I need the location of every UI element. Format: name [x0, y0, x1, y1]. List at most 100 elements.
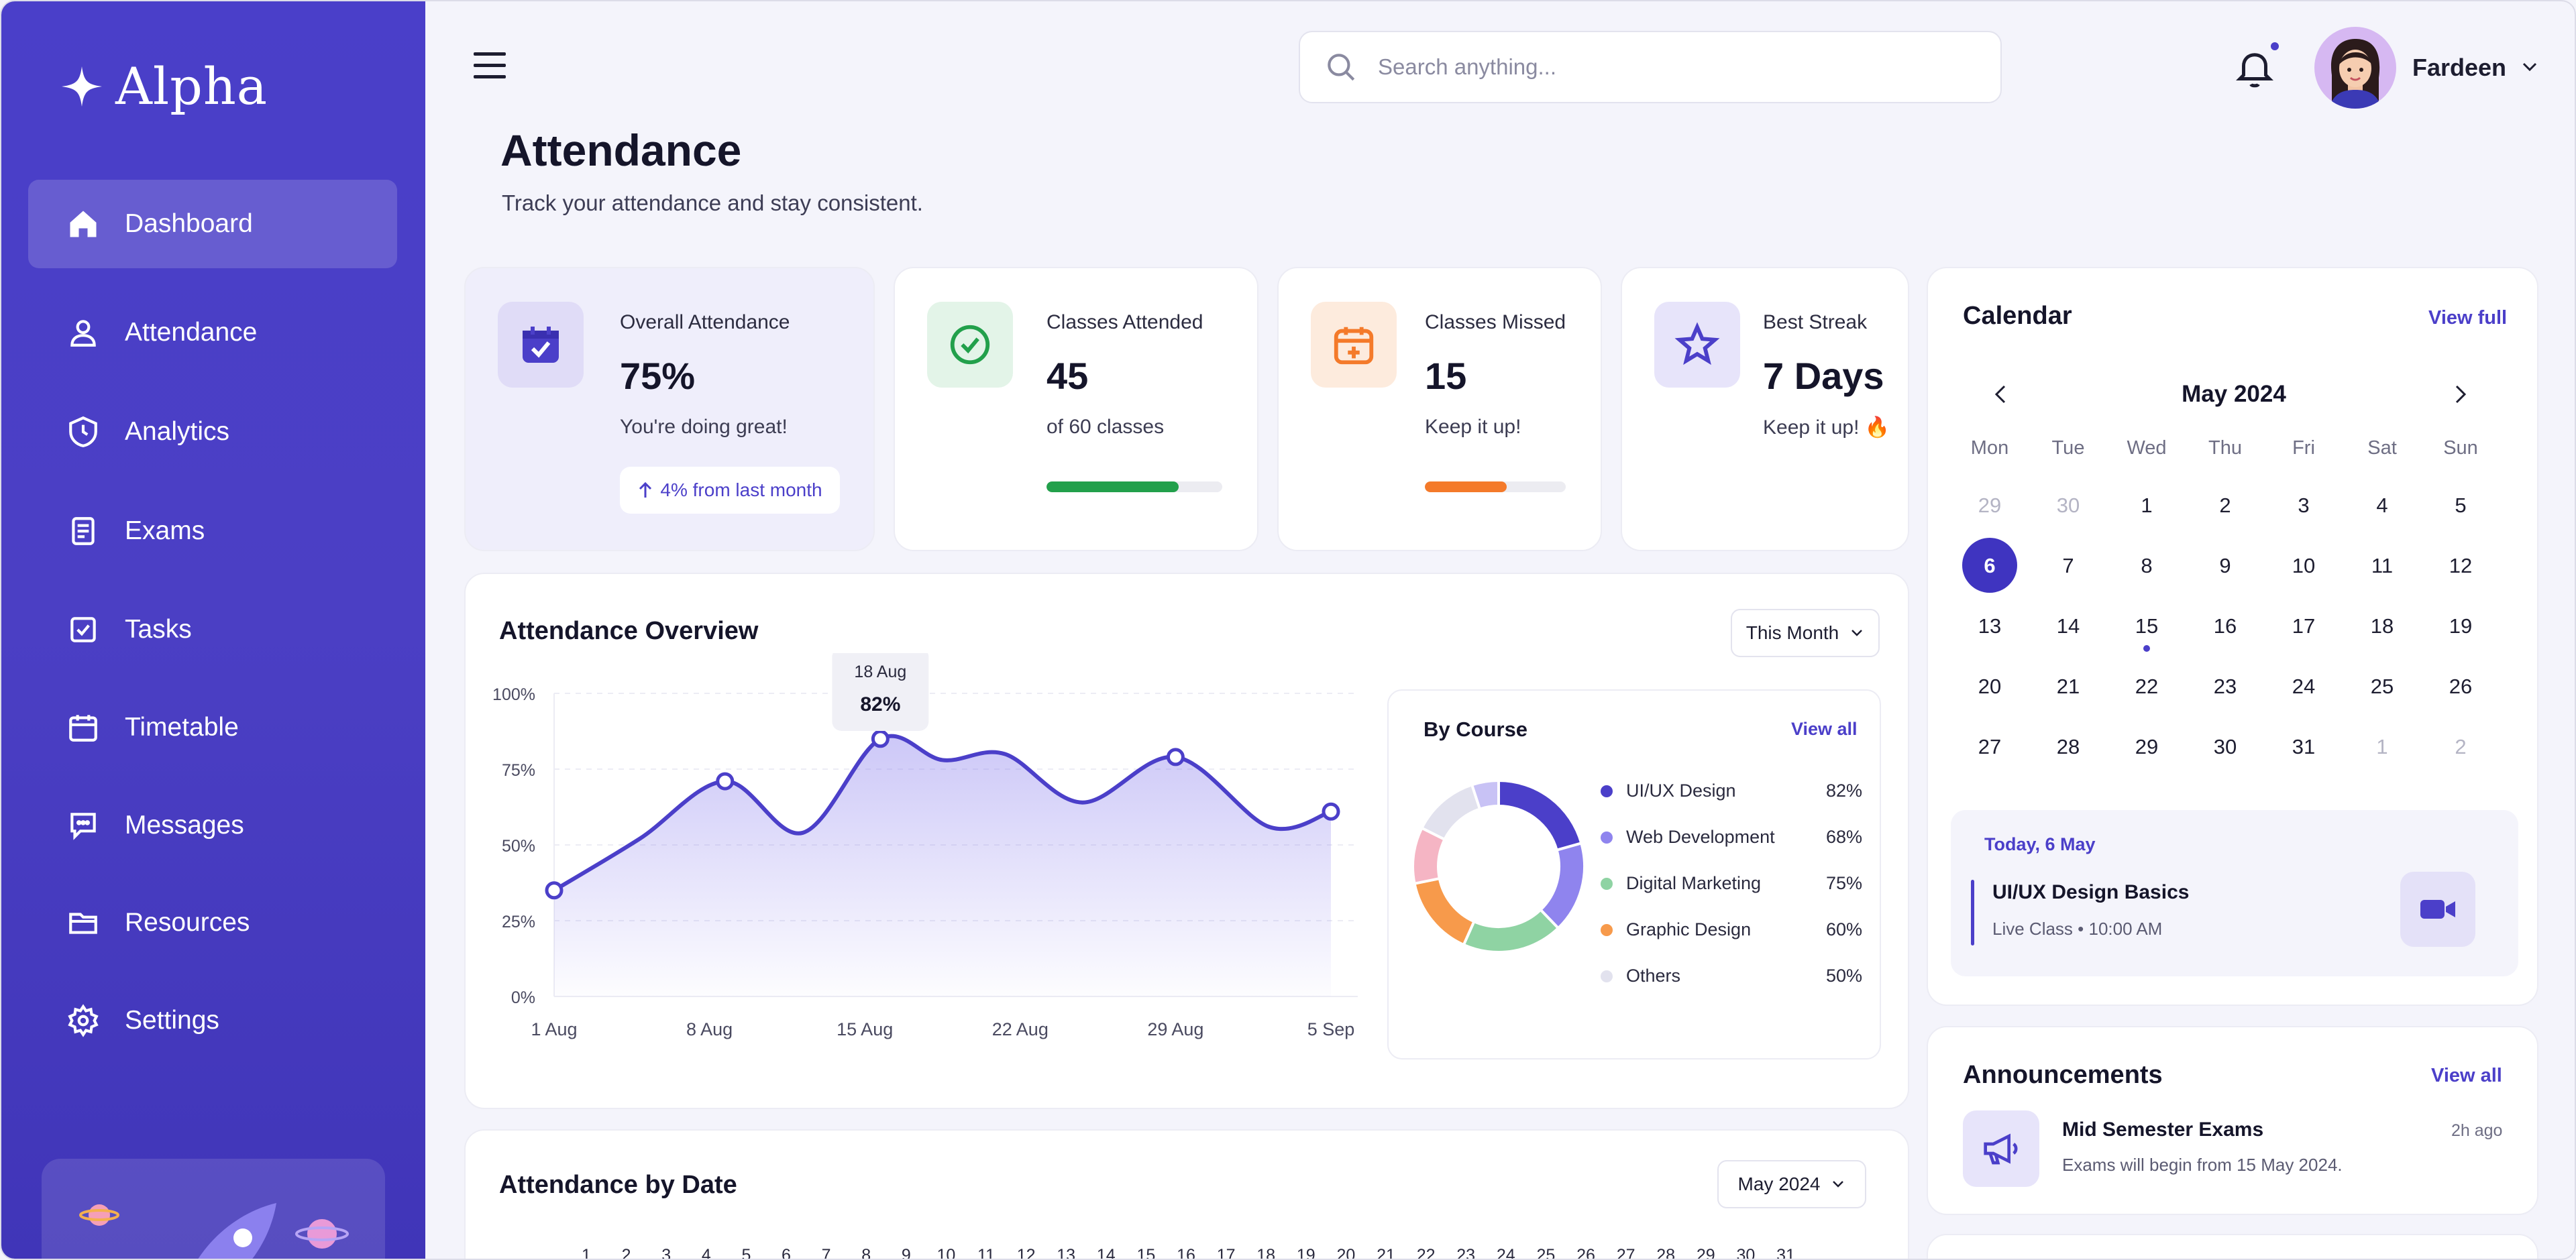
calendar-day[interactable]: 25 [2370, 675, 2394, 698]
calendar-day[interactable]: 5 [2455, 494, 2467, 517]
calendar-day[interactable]: 2 [2455, 735, 2467, 758]
calendar-day[interactable]: 31 [2292, 735, 2316, 758]
calendar-day[interactable]: 30 [2213, 735, 2237, 758]
avatar[interactable] [2314, 27, 2396, 109]
calendar-day[interactable]: 12 [2449, 554, 2473, 577]
checkbox-icon [64, 611, 102, 648]
calendar-day[interactable]: 28 [2056, 735, 2080, 758]
calendar-day[interactable]: 17 [2292, 614, 2316, 638]
section-title: Calendar [1963, 302, 2072, 330]
date-label: 20 [1336, 1246, 1356, 1260]
calendar-day[interactable]: 14 [2056, 614, 2080, 638]
tooltip-value: 82% [860, 693, 900, 715]
date-label: 11 [977, 1246, 995, 1260]
calendar-day[interactable]: 24 [2292, 675, 2316, 698]
stat-title: Classes Missed [1425, 311, 1566, 333]
x-tick-label: 8 Aug [686, 1019, 733, 1039]
sidebar-item-attendance[interactable]: Attendance [28, 288, 397, 377]
calendar-day[interactable]: 7 [2062, 554, 2074, 577]
x-tick-label: 29 Aug [1147, 1019, 1203, 1039]
legend-value: 75% [1825, 873, 1862, 893]
calendar-day[interactable]: 18 [2370, 614, 2394, 638]
date-label: 10 [936, 1246, 956, 1260]
dropdown-value: This Month [1746, 622, 1839, 643]
legend-dot [1601, 831, 1613, 844]
data-point[interactable] [871, 730, 890, 748]
date-label: 15 [1136, 1246, 1156, 1260]
calendar-day[interactable]: 9 [2219, 554, 2231, 577]
donut-slice[interactable] [1470, 779, 1500, 811]
calendar-day[interactable]: 2 [2219, 494, 2231, 517]
calendar-day[interactable]: 22 [2135, 675, 2159, 698]
bell-icon[interactable] [2233, 44, 2277, 91]
calendar-day[interactable]: 11 [2371, 554, 2394, 577]
user-name[interactable]: Fardeen [2412, 54, 2507, 81]
panel-title: By Course [1424, 718, 1528, 741]
weekday-label: Wed [2127, 437, 2167, 459]
sidebar-item-tasks[interactable]: Tasks [28, 585, 397, 674]
data-point[interactable] [1322, 802, 1340, 821]
legend-value: 68% [1825, 827, 1862, 847]
logo[interactable]: Alpha [60, 56, 268, 116]
calendar-day[interactable]: 13 [1978, 614, 2002, 638]
sidebar-item-settings[interactable]: Settings [28, 976, 397, 1065]
calendar-day[interactable]: 26 [2449, 675, 2473, 698]
sidebar-item-exams[interactable]: Exams [28, 487, 397, 575]
period-dropdown[interactable]: This Month [1731, 609, 1880, 657]
data-point[interactable] [716, 772, 735, 791]
notification-badge [2269, 40, 2281, 52]
calendar-day[interactable]: 8 [2141, 554, 2153, 577]
calendar-day[interactable]: 4 [2376, 494, 2388, 517]
event-card[interactable]: Today, 6 May UI/UX Design Basics Live Cl… [1951, 810, 2518, 976]
menu-icon[interactable] [471, 50, 511, 82]
sidebar-item-messages[interactable]: Messages [28, 781, 397, 870]
announcements-view-all-link[interactable]: View all [2431, 1065, 2502, 1086]
chevron-down-icon[interactable] [2520, 59, 2540, 75]
video-call-button[interactable] [2400, 872, 2475, 947]
chevron-right-icon[interactable] [2450, 382, 2470, 406]
sparkle-icon [62, 66, 102, 107]
calendar-day[interactable]: 10 [2292, 554, 2316, 577]
chevron-left-icon[interactable] [1991, 382, 2011, 406]
area-fill [554, 736, 1331, 996]
calendar-day[interactable]: 20 [1978, 675, 2002, 698]
next-card [1927, 1234, 2538, 1259]
calendar-day[interactable]: 6 [1984, 554, 1996, 577]
series-line [553, 734, 1332, 893]
announcement-title[interactable]: Mid Semester Exams [2062, 1119, 2264, 1141]
chat-icon [64, 807, 102, 844]
data-point[interactable] [1166, 748, 1185, 766]
donut-slice[interactable] [1413, 876, 1476, 947]
by-course-view-all-link[interactable]: View all [1791, 719, 1858, 739]
calendar-day[interactable]: 1 [2376, 735, 2388, 758]
calendar-day[interactable]: 29 [2135, 735, 2159, 758]
date-label: 3 [661, 1246, 672, 1260]
calendar-day[interactable]: 15 [2135, 614, 2159, 638]
legend-label: Others [1626, 966, 1681, 986]
section-title: Attendance by Date [499, 1171, 737, 1199]
search-input[interactable] [1378, 54, 1968, 80]
calendar-day[interactable]: 3 [2298, 494, 2310, 517]
x-tick-label: 15 Aug [837, 1019, 893, 1039]
month-dropdown[interactable]: May 2024 [1717, 1160, 1866, 1208]
calendar-day[interactable]: 30 [2056, 494, 2080, 517]
donut-slice[interactable] [1462, 907, 1560, 954]
calendar-day[interactable]: 19 [2449, 614, 2473, 638]
star-icon [1654, 302, 1740, 388]
calendar-view-full-link[interactable]: View full [2428, 307, 2508, 329]
calendar-day[interactable]: 29 [1978, 494, 2002, 517]
sidebar-item-timetable[interactable]: Timetable [28, 683, 397, 772]
sidebar-item-analytics[interactable]: Analytics [28, 388, 397, 476]
sidebar-item-resources[interactable]: Resources [28, 878, 397, 967]
donut-slice[interactable] [1497, 779, 1583, 852]
sidebar-item-dashboard[interactable]: Dashboard [28, 180, 397, 268]
donut-slice[interactable] [1419, 783, 1482, 842]
calendar-day[interactable]: 16 [2213, 614, 2237, 638]
calendar-day[interactable]: 21 [2056, 675, 2080, 698]
calendar-day[interactable]: 23 [2213, 675, 2237, 698]
calendar-day[interactable]: 1 [2141, 494, 2153, 517]
data-point[interactable] [545, 881, 564, 900]
x-tick-label: 1 Aug [531, 1019, 577, 1039]
calendar-day[interactable]: 27 [1978, 735, 2002, 758]
date-label: 22 [1416, 1246, 1436, 1260]
